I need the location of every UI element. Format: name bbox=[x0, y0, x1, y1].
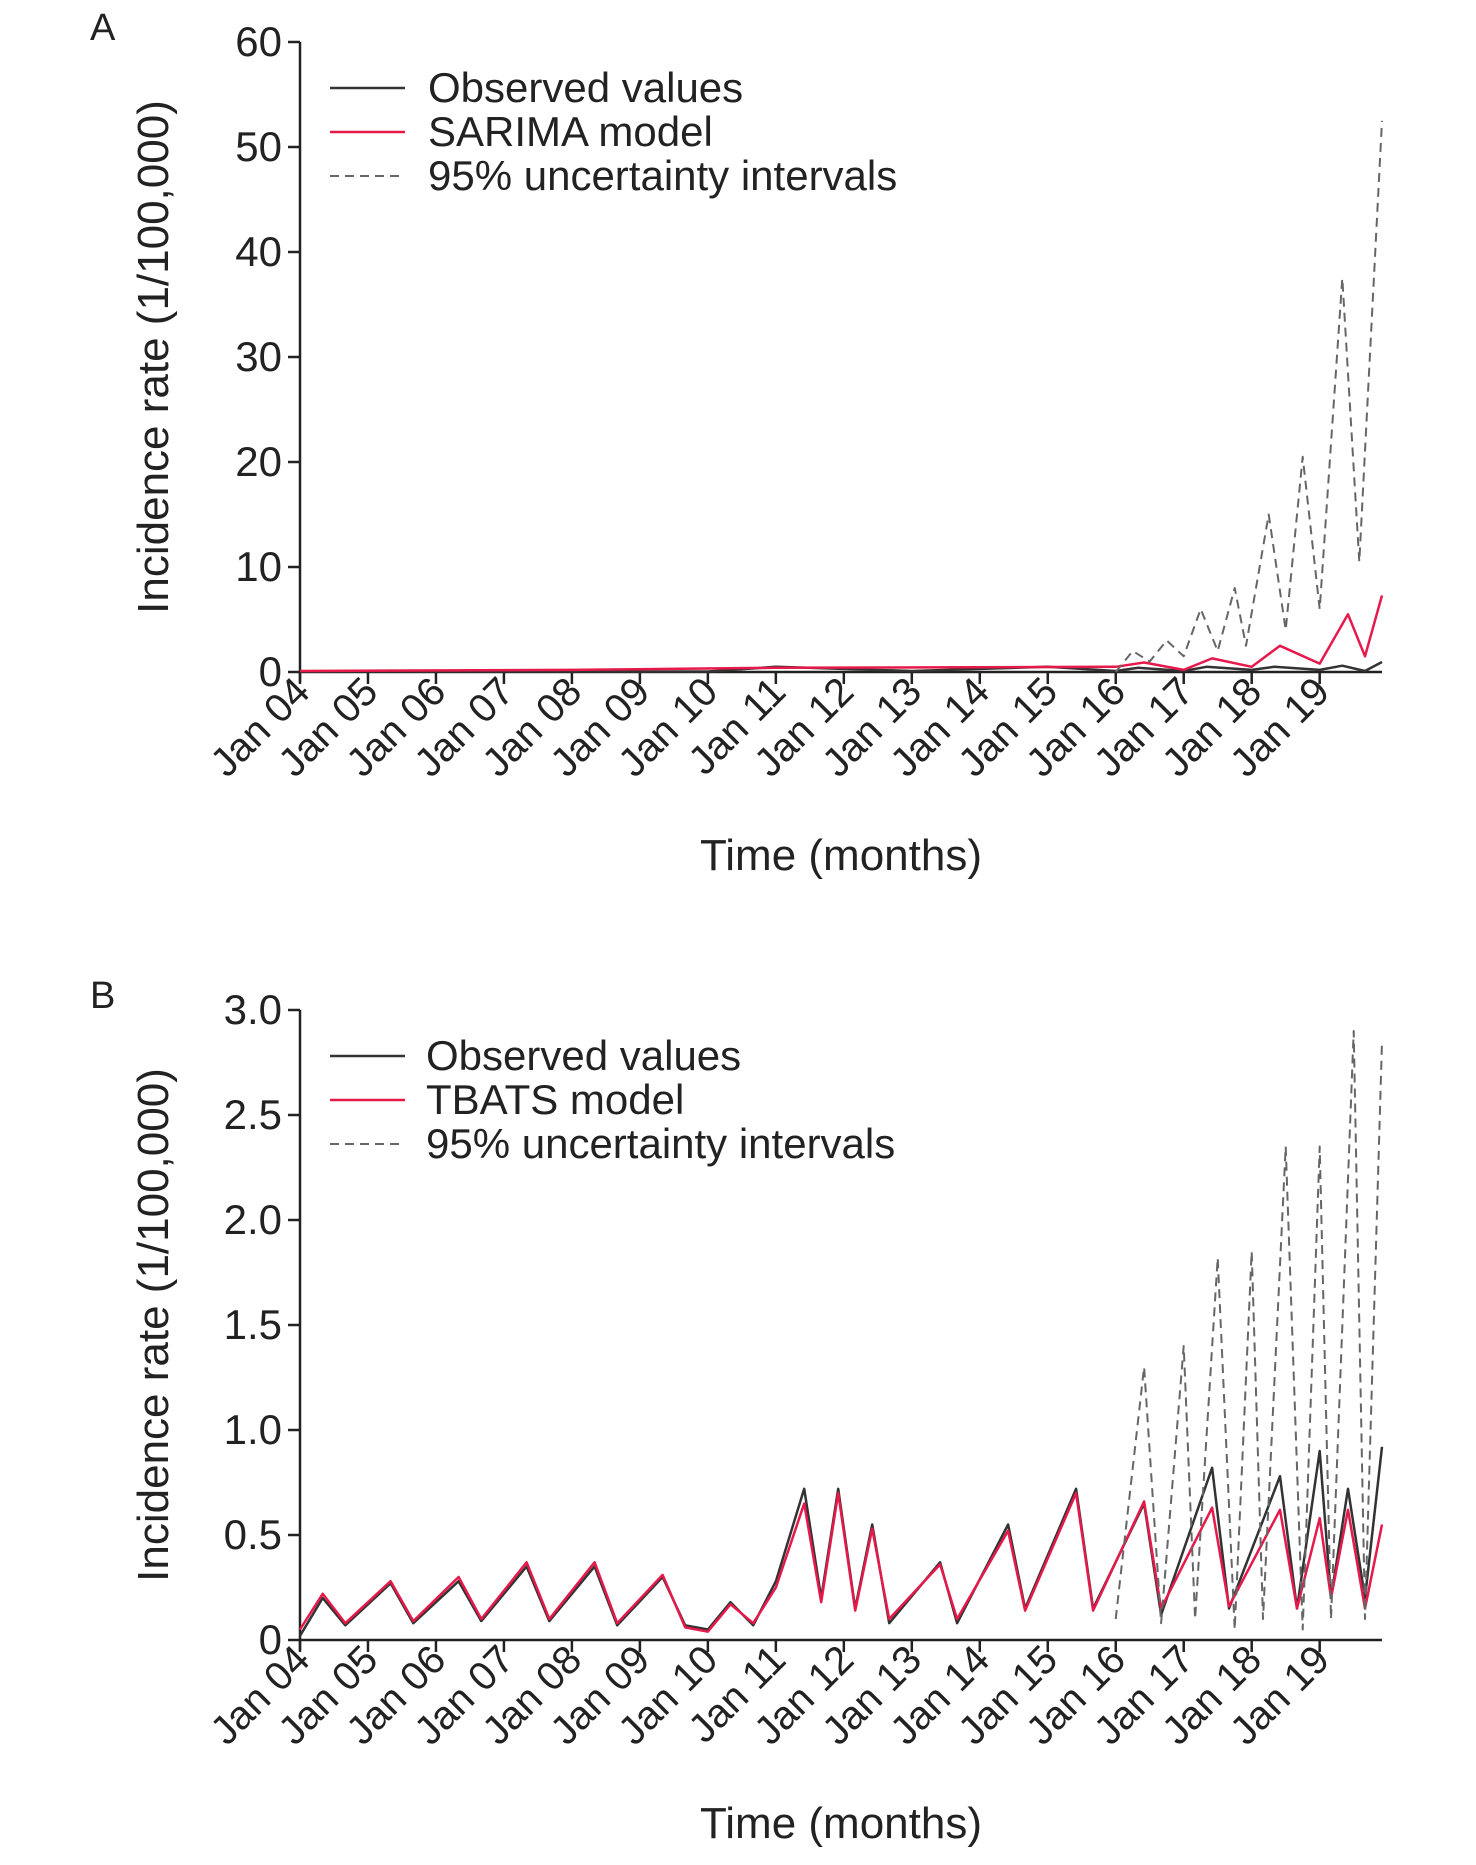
legend-a: Observed values SARIMA model 95% uncerta… bbox=[330, 64, 897, 199]
y-tick-label-b: 0.5 bbox=[224, 1511, 282, 1558]
y-tick-label-b: 1.5 bbox=[224, 1301, 282, 1348]
legend-a-model-label: SARIMA model bbox=[428, 108, 713, 155]
legend-b-interval-label: 95% uncertainty intervals bbox=[426, 1120, 895, 1167]
panel-b-label: B bbox=[90, 975, 115, 1017]
series-line-b-1 bbox=[298, 1491, 1384, 1633]
legend-a-interval-label: 95% uncertainty intervals bbox=[428, 152, 897, 199]
y-tick-label-a: 40 bbox=[235, 228, 282, 275]
y-tick-label-a: 60 bbox=[235, 18, 282, 65]
y-tick-label-a: 10 bbox=[235, 543, 282, 590]
legend-a-observed-label: Observed values bbox=[428, 64, 743, 111]
x-axis-title-b: Time (months) bbox=[700, 1799, 982, 1848]
series-line-a-2 bbox=[1114, 120, 1383, 673]
y-tick-label-b: 0 bbox=[259, 1616, 282, 1663]
y-tick-label-b: 1.0 bbox=[224, 1406, 282, 1453]
y-tick-label-a: 20 bbox=[235, 438, 282, 485]
y-axis-title-b: Incidence rate (1/100,000) bbox=[129, 1068, 178, 1582]
y-tick-label-b: 2.5 bbox=[224, 1091, 282, 1138]
x-axis-title-a: Time (months) bbox=[700, 831, 982, 880]
y-tick-label-a: 0 bbox=[259, 648, 282, 695]
panel-a-label: A bbox=[90, 7, 116, 49]
y-tick-label-a: 30 bbox=[235, 333, 282, 380]
legend-b-observed-label: Observed values bbox=[426, 1032, 741, 1079]
y-tick-label-b: 3.0 bbox=[224, 986, 282, 1033]
y-tick-label-a: 50 bbox=[235, 123, 282, 170]
legend-b-model-label: TBATS model bbox=[426, 1076, 684, 1123]
series-line-a-1 bbox=[299, 595, 1384, 673]
y-tick-label-b: 2.0 bbox=[224, 1196, 282, 1243]
y-axis-title-a: Incidence rate (1/100,000) bbox=[129, 100, 178, 614]
series-line-b-2 bbox=[1114, 1030, 1383, 1631]
legend-b: Observed values TBATS model 95% uncertai… bbox=[330, 1032, 895, 1167]
